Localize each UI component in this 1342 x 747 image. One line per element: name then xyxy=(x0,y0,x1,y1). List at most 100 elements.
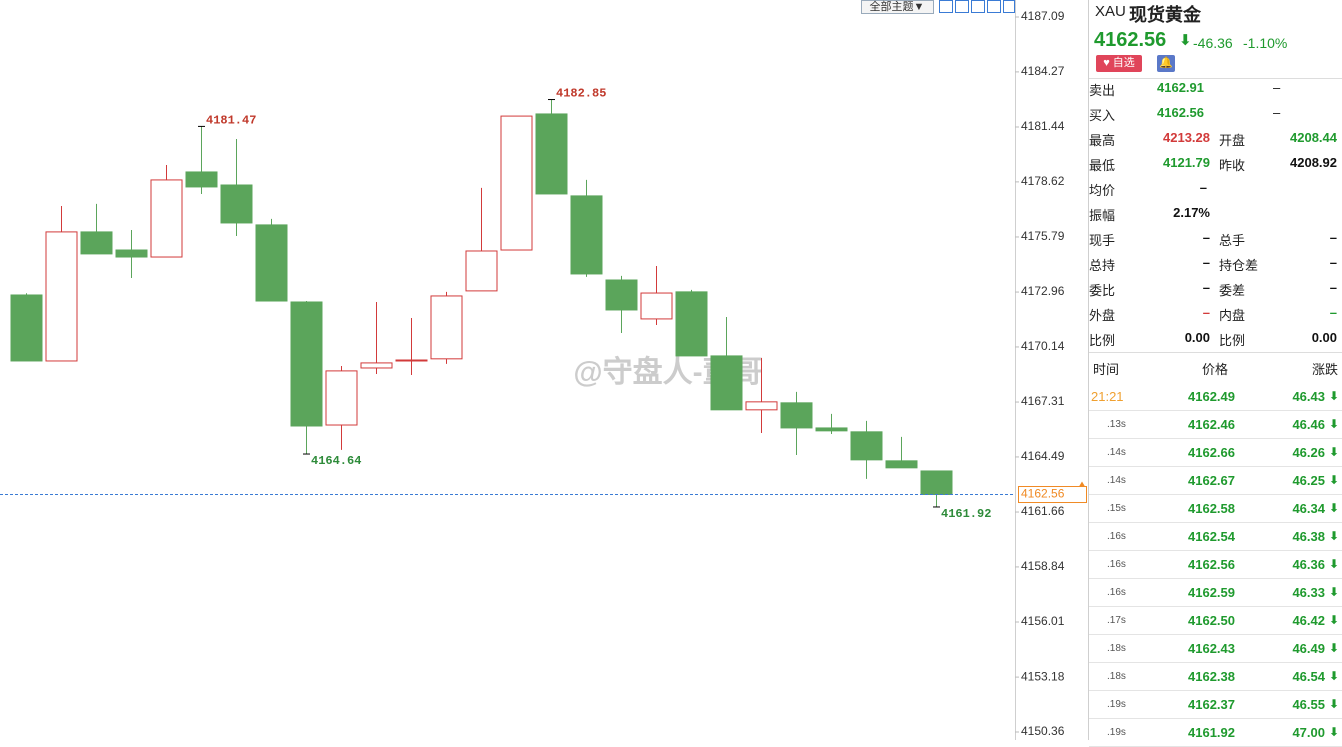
down-arrow: ⬇ xyxy=(1328,445,1339,459)
trade-change: 46.42 xyxy=(1292,613,1325,628)
icon-crosshair[interactable] xyxy=(939,0,953,13)
field-label: 振幅 xyxy=(1089,208,1116,223)
trade-price: 4162.38 xyxy=(1188,669,1235,684)
column-header: 时间 xyxy=(1093,362,1120,377)
trade-change: 46.43 xyxy=(1292,389,1325,404)
field-value: 0.00 xyxy=(1311,330,1337,345)
field-label: 委比 xyxy=(1089,283,1116,298)
trade-row: 21:21 4162.49 46.43 ⬇ xyxy=(1089,382,1342,411)
y-tick-label: 4187.09 xyxy=(1021,9,1065,23)
y-tick-label: 4170.14 xyxy=(1021,339,1065,353)
field-value: – xyxy=(1202,305,1210,320)
trade-change: 46.36 xyxy=(1292,557,1325,572)
field-value: – xyxy=(1199,180,1207,195)
y-tick-label: 4153.18 xyxy=(1021,669,1065,683)
trade-price: 4162.56 xyxy=(1188,557,1235,572)
y-tick-label: 4172.96 xyxy=(1021,284,1065,298)
trade-change: 46.33 xyxy=(1292,585,1325,600)
field-value: – xyxy=(1329,230,1337,245)
candle-body xyxy=(150,179,183,258)
field-label: 比例 xyxy=(1219,333,1246,348)
y-tick-label: 4158.84 xyxy=(1021,559,1065,573)
field-label: 最低 xyxy=(1089,158,1116,173)
trade-time: .19s xyxy=(1107,727,1126,738)
high-label: 4182.85 xyxy=(556,87,606,101)
alert-button[interactable]: 🔔 xyxy=(1157,55,1175,72)
field-value: 4162.91 xyxy=(1157,80,1204,95)
field-label: 委差 xyxy=(1219,283,1246,298)
candle-body xyxy=(605,279,638,311)
icon-settings[interactable] xyxy=(1003,0,1015,13)
last-price-label: 4162.56 xyxy=(1021,487,1065,501)
trade-change: 46.55 xyxy=(1292,697,1325,712)
theme-label[interactable]: 全部主题▼ xyxy=(870,0,925,13)
trade-time: .18s xyxy=(1107,643,1126,654)
field-label: 现手 xyxy=(1089,233,1116,248)
candle-body xyxy=(640,292,673,320)
field-value: – xyxy=(1202,280,1210,295)
field-label: 持仓差 xyxy=(1219,258,1259,273)
low-label: 4164.64 xyxy=(311,454,361,468)
field-label: 总持 xyxy=(1089,258,1116,273)
last-price-box xyxy=(1018,486,1087,504)
candle-body xyxy=(80,231,113,255)
icon-fit[interactable] xyxy=(987,0,1001,13)
field-value: – xyxy=(1273,105,1281,120)
field-value: – xyxy=(1202,230,1210,245)
down-arrow: ⬇ xyxy=(1328,557,1339,571)
candle-body xyxy=(675,291,708,357)
trade-change: 46.49 xyxy=(1292,641,1325,656)
field-value: 2.17% xyxy=(1173,205,1210,220)
trade-row: .16s 4162.59 46.33 ⬇ xyxy=(1089,578,1342,607)
favorite-label[interactable]: 自选 xyxy=(1112,57,1135,69)
down-arrow: ⬇ xyxy=(1328,585,1339,599)
trade-time: .19s xyxy=(1107,699,1126,710)
y-tick-label: 4164.49 xyxy=(1021,449,1065,463)
icon-bars[interactable] xyxy=(955,0,969,13)
trade-price: 4162.58 xyxy=(1188,501,1235,516)
price: 4162.56 xyxy=(1094,29,1167,51)
candle-body xyxy=(780,402,813,429)
trade-change: 46.34 xyxy=(1292,501,1325,516)
field-label: 买入 xyxy=(1089,108,1116,123)
candle-body xyxy=(255,224,288,302)
candle-body xyxy=(185,171,218,188)
candle-body xyxy=(115,249,148,258)
trade-row: .16s 4162.56 46.36 ⬇ xyxy=(1089,550,1342,579)
trade-price: 4162.54 xyxy=(1188,529,1235,544)
down-arrow: ⬇ xyxy=(1328,473,1339,487)
candle-body xyxy=(745,401,778,411)
candle-body xyxy=(220,184,253,224)
theme-button[interactable] xyxy=(861,0,934,14)
trade-price: 4162.46 xyxy=(1188,417,1235,432)
down-arrow: ⬇ xyxy=(1328,417,1339,431)
candle-body xyxy=(465,250,498,292)
trade-row: .14s 4162.67 46.25 ⬇ xyxy=(1089,466,1342,495)
trade-time: .14s xyxy=(1107,475,1126,486)
trade-row: .14s 4162.66 46.26 ⬇ xyxy=(1089,438,1342,467)
candle-body xyxy=(920,470,953,496)
separator xyxy=(1089,352,1342,353)
favorite-button[interactable]: ♥ 自选 xyxy=(1096,55,1142,72)
field-value: 4208.44 xyxy=(1290,130,1337,145)
trade-row: .19s 4161.92 47.00 ⬇ xyxy=(1089,718,1342,747)
candle-body xyxy=(535,113,568,195)
column-header: 价格 xyxy=(1202,362,1229,377)
trade-price: 4162.67 xyxy=(1188,473,1235,488)
icon-zoom[interactable] xyxy=(971,0,985,13)
trade-change: 46.25 xyxy=(1292,473,1325,488)
trade-change: 46.46 xyxy=(1292,417,1325,432)
trade-row: .15s 4162.58 46.34 ⬇ xyxy=(1089,494,1342,523)
down-arrow: ⬇ xyxy=(1328,697,1339,711)
trade-price: 4162.37 xyxy=(1188,697,1235,712)
trade-time: .14s xyxy=(1107,447,1126,458)
candle-body xyxy=(290,301,323,427)
down-arrow: ⬇ xyxy=(1328,725,1339,739)
trade-price: 4162.50 xyxy=(1188,613,1235,628)
trade-change: 46.38 xyxy=(1292,529,1325,544)
field-label: 外盘 xyxy=(1089,308,1116,323)
trade-time: .18s xyxy=(1107,671,1126,682)
candle-body xyxy=(395,359,428,362)
field-value: – xyxy=(1329,305,1337,320)
